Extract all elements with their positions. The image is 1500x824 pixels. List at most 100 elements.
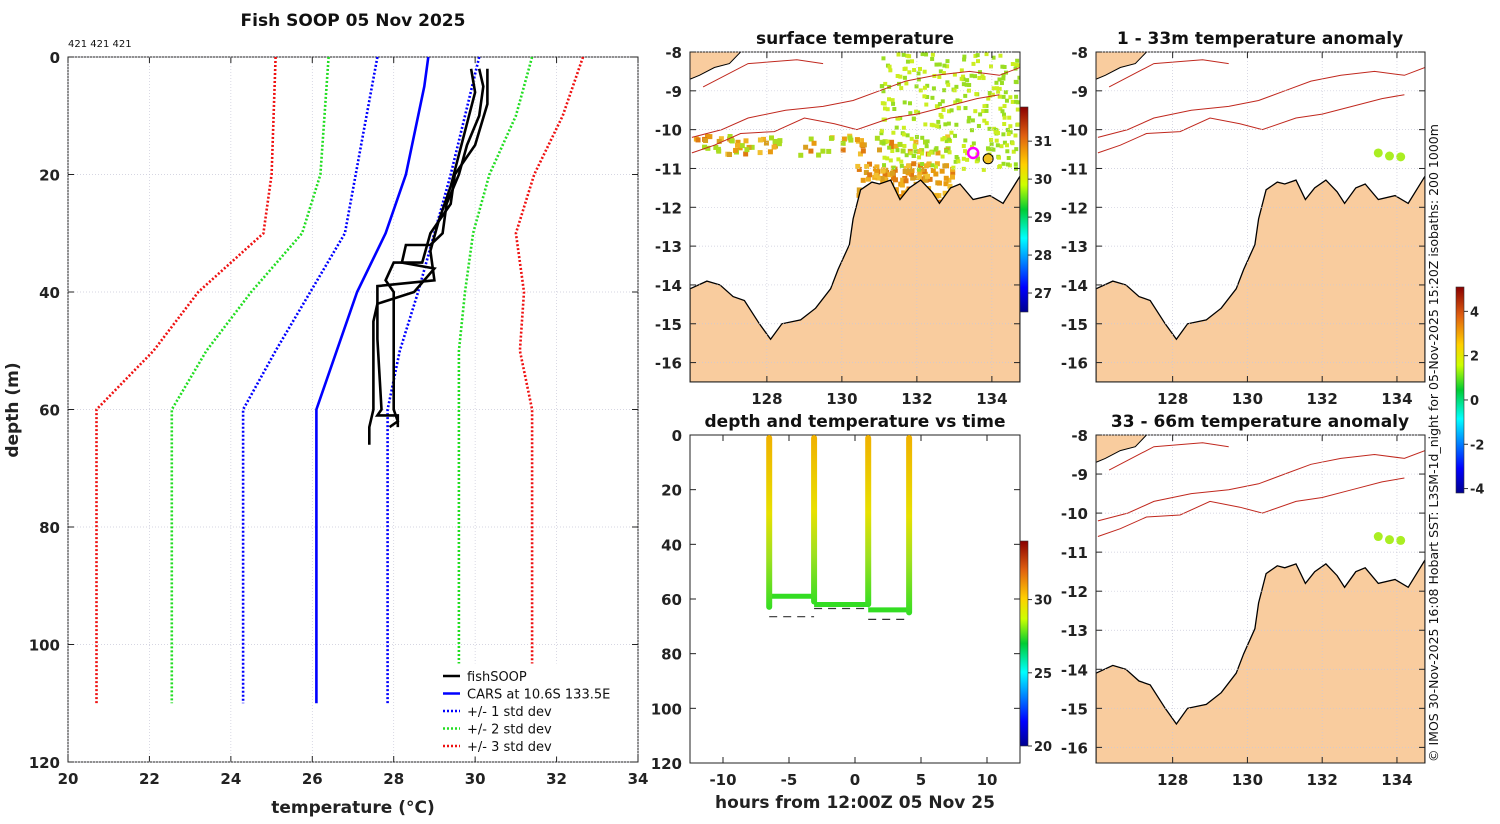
sst-pixel — [882, 176, 888, 182]
sst-pixel — [944, 139, 949, 144]
sst-pixel — [994, 86, 999, 91]
y-tick-label: -15 — [655, 316, 682, 334]
sst-pixel — [937, 102, 942, 107]
sst-pixel — [961, 82, 966, 87]
sst-pixel — [875, 175, 881, 181]
x-tick-label: 34 — [628, 770, 649, 788]
sst-pixel — [953, 133, 958, 138]
y-tick-label: -8 — [665, 44, 682, 62]
sst-pixel — [949, 130, 954, 135]
sst-pixel — [888, 68, 893, 73]
profile-series--2-std-dev — [170, 56, 330, 704]
sst-pixel — [727, 152, 733, 158]
sst-pixel — [1006, 156, 1011, 161]
profile-series-cars-at-10-6s-133-5e — [315, 56, 430, 704]
sst-pixel — [1010, 99, 1015, 104]
x-tick-label: 28 — [383, 770, 404, 788]
sst-pixel — [965, 157, 970, 162]
sst-pixel — [867, 161, 873, 167]
sst-pixel — [702, 144, 708, 150]
sst-pixel — [880, 168, 886, 174]
sst-pixel — [703, 137, 709, 143]
sst-pixel — [874, 135, 880, 141]
sst-pixel — [1008, 95, 1013, 100]
sst-pixel — [930, 163, 935, 168]
sst-pixel — [881, 56, 886, 61]
isobath-200m — [1097, 67, 1425, 138]
x-tick-label: 26 — [302, 770, 323, 788]
anomaly-point — [1373, 532, 1383, 542]
profile-axes: 20 22 24 26 28 30 32 34 0 20 40 60 80 100 120 — [29, 49, 649, 788]
sst-pixel — [936, 119, 941, 124]
sst-pixel — [939, 168, 945, 174]
sst-pixel — [988, 93, 993, 98]
cast-location-marker — [982, 153, 994, 165]
sst-pixel — [978, 112, 983, 117]
sst-pixel — [757, 150, 763, 156]
y-tick-label: -9 — [665, 83, 682, 101]
colorbar-tick-label: 29 — [1034, 211, 1052, 226]
anomaly-point — [1396, 152, 1406, 162]
sst-pixel — [953, 100, 958, 105]
sst-pixel — [940, 99, 945, 104]
sst-pixel — [1015, 58, 1020, 63]
y-tick-label: 80 — [39, 519, 60, 537]
x-tick-label: -5 — [781, 771, 798, 789]
sst-pixel — [718, 136, 724, 142]
colorbar-tick-label: 27 — [1034, 287, 1052, 302]
y-tick-label: -12 — [1061, 199, 1088, 217]
sst-pixel — [930, 52, 935, 57]
sst-colorbar: 27 28 29 30 31 — [1019, 106, 1052, 313]
sst-pixel — [707, 134, 713, 140]
sst-pixel — [993, 127, 998, 132]
sst-pixel — [934, 62, 939, 67]
colorbar-tick-label: 4 — [1470, 305, 1479, 320]
sst-pixel — [874, 164, 880, 170]
sst-pixel — [997, 77, 1002, 82]
sst-pixel — [826, 148, 832, 154]
sst-pixel — [999, 81, 1004, 86]
sst-pixel — [1002, 140, 1007, 145]
sst-pixel — [888, 158, 893, 163]
sst-pixel — [930, 56, 935, 61]
sst-pixel — [882, 173, 888, 179]
sst-pixel — [727, 134, 733, 140]
x-tick-label: -10 — [709, 771, 736, 789]
sst-pixel — [1002, 122, 1007, 127]
y-tick-label: 80 — [661, 646, 682, 664]
sst-pixel — [953, 159, 958, 164]
sst-pixel — [885, 156, 890, 161]
sst-pixel — [1004, 98, 1009, 103]
sst-pixel — [912, 68, 917, 73]
sst-pixel — [962, 54, 967, 59]
sst-pixel — [860, 177, 866, 183]
sst-pixel — [907, 166, 913, 172]
sst-pixel — [933, 164, 938, 169]
sst-pixel — [922, 139, 928, 145]
sst-pixel — [933, 171, 939, 177]
sst-pixel — [1017, 75, 1020, 80]
sst-pixel — [899, 182, 905, 188]
sst-pixel — [925, 83, 930, 88]
sst-pixel — [705, 145, 711, 151]
sst-pixel — [909, 136, 914, 141]
profile-series--2-std-dev — [457, 56, 534, 704]
sst-pixel — [855, 163, 861, 169]
sst-pixel — [1001, 73, 1006, 78]
sst-pixel — [901, 190, 907, 196]
sst-pixel — [959, 68, 964, 73]
sst-pixel — [840, 147, 846, 153]
sst-map-axes: 128 130 132 134 -8 -9 -10 -11 -12 -13 -14 -15 -16 — [655, 44, 1021, 408]
sst-pixel — [889, 170, 895, 176]
sst-pixel — [910, 59, 915, 64]
sst-map-title: surface temperature — [756, 29, 954, 49]
sst-pixel — [907, 101, 912, 106]
sst-pixel — [1015, 107, 1020, 112]
colorbar-tick-label: -4 — [1470, 483, 1484, 498]
x-tick-label: 20 — [58, 770, 79, 788]
x-tick-label: 130 — [826, 390, 857, 408]
sst-pixel — [963, 93, 968, 98]
cast-profile-bar — [906, 435, 913, 616]
time-depth-title: depth and temperature vs time — [705, 412, 1006, 432]
sst-pixel — [937, 62, 942, 67]
